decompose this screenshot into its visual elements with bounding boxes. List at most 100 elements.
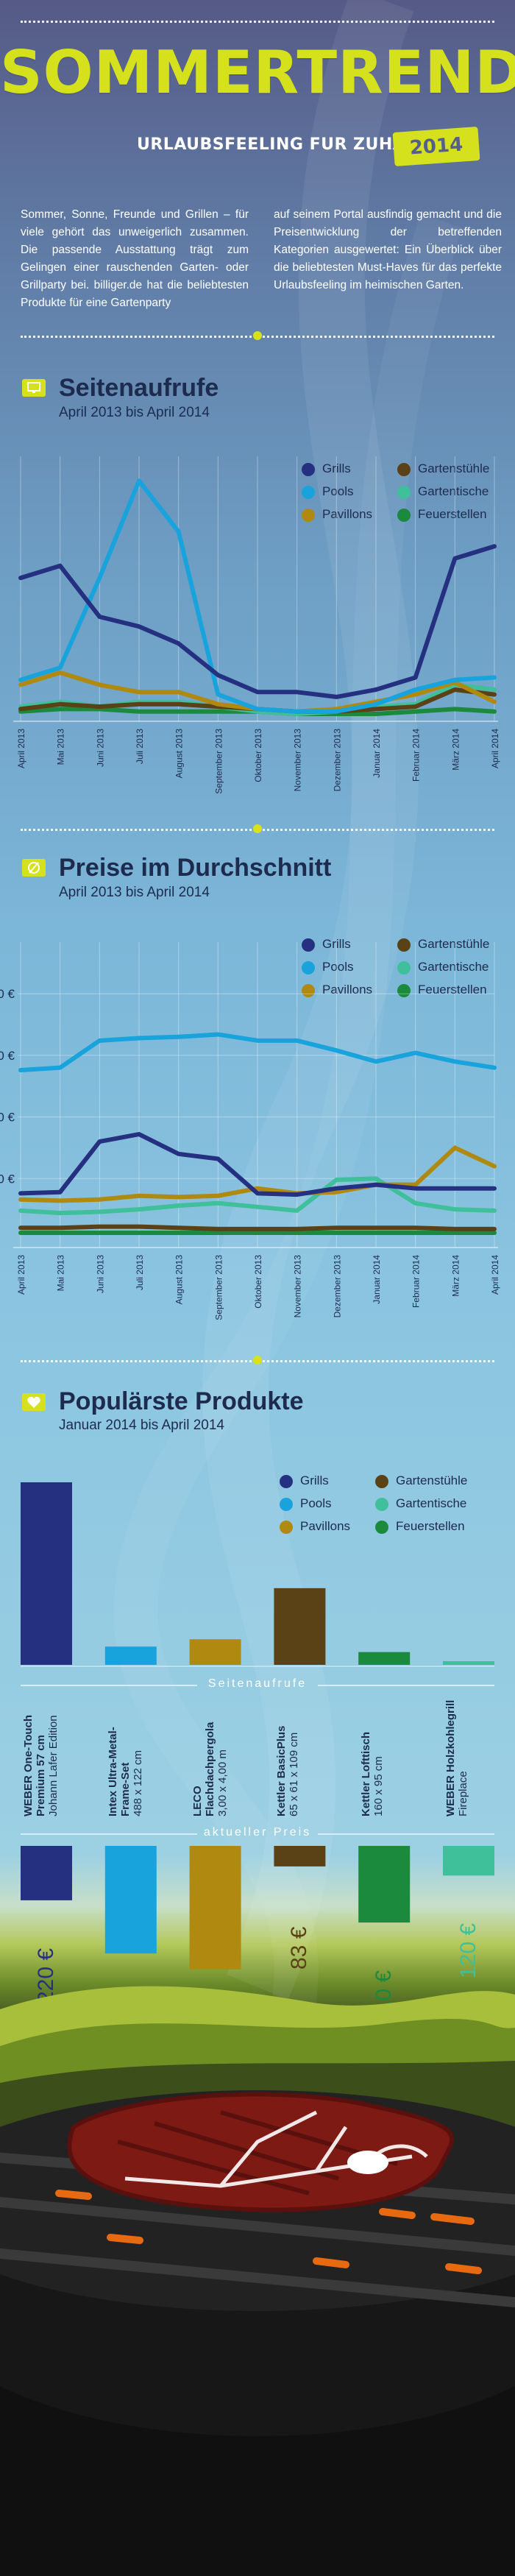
legend-label: Feuerstellen — [418, 983, 487, 997]
x-tick-label: Januar 2014 — [372, 729, 382, 778]
price-label: 83 € — [287, 1874, 316, 1970]
x-tick-label: März 2014 — [450, 729, 461, 771]
legend-item-pavillons: Pavillons — [302, 507, 397, 525]
legend-swatch — [302, 486, 315, 499]
products-bar-chart — [21, 1482, 494, 1970]
legend-label: Grills — [322, 937, 351, 951]
views-bar — [443, 1661, 494, 1665]
top-dotted-divider — [21, 21, 494, 23]
legend-label: Pools — [322, 484, 354, 498]
x-tick-label: Oktober 2013 — [253, 729, 263, 782]
product-label: Kettler Lofttisch 160 x 95 cm — [360, 1691, 385, 1816]
product-detail: 488 x 122 cm — [131, 1749, 144, 1816]
price-value: 83 € — [287, 1926, 312, 1970]
series-line-grills — [18, 1132, 497, 1197]
legend-label: Grills — [300, 1473, 329, 1487]
product-name: LECO Flachdachpergola — [191, 1722, 216, 1816]
product-detail: Fireplace — [457, 1771, 469, 1816]
legend-swatch — [375, 1475, 388, 1488]
price-bar — [21, 1846, 72, 1900]
legend-label: Gartentische — [396, 1496, 467, 1510]
legend-swatch — [397, 509, 411, 522]
price-bar — [274, 1846, 326, 1866]
views-bar — [104, 1646, 157, 1665]
product-name: Kettler Lofttisch — [360, 1731, 373, 1816]
legend-label: Pavillons — [300, 1519, 351, 1533]
legend-item-feuerstellen: Feuerstellen — [397, 983, 493, 1000]
legend-label: Pavillons — [322, 507, 373, 521]
y-tick-label: 500 € — [0, 1172, 15, 1186]
legend-swatch — [302, 938, 315, 952]
y-tick-label: 1500 € — [0, 1049, 15, 1063]
divider-dot-3 — [253, 1356, 262, 1365]
monitor-icon — [22, 379, 46, 397]
legend-swatch — [397, 984, 411, 997]
product-label: LECO Flachdachpergola 3,00 x 4,00 m — [191, 1691, 229, 1816]
legend-swatch — [302, 509, 315, 522]
product-detail: 65 x 61 x 109 cm — [288, 1732, 301, 1816]
views-divider-line-left — [21, 1685, 197, 1686]
legend-swatch — [397, 486, 411, 499]
x-tick-label: November 2013 — [293, 729, 303, 792]
legend-label: Feuerstellen — [418, 507, 487, 521]
views-bar — [189, 1639, 241, 1665]
legend-swatch — [302, 463, 315, 476]
product-name: Intex Ultra-Metal-Frame-Set — [106, 1727, 132, 1816]
views-bar — [358, 1652, 411, 1665]
legend-label: Gartenstühle — [418, 461, 490, 475]
series-line-pavillons — [18, 1145, 497, 1203]
x-tick-label: Februar 2014 — [411, 729, 422, 782]
legend-swatch — [375, 1521, 388, 1534]
x-tick-label: März 2014 — [450, 1255, 461, 1297]
views-section-title: Seitenaufrufe — [59, 374, 219, 402]
price-divider-line-left — [21, 1833, 197, 1835]
product-name: WEBER One-Touch Premium 57 cm — [22, 1714, 47, 1816]
views-bar — [274, 1588, 326, 1665]
legend-item-grills: Grills — [280, 1473, 375, 1491]
legend-swatch — [280, 1498, 293, 1511]
product-label: WEBER One-Touch Premium 57 cm Johann Lafe… — [22, 1691, 60, 1816]
prices-line-chart: 500 € 1000 € 1500 € 2000 € April 2013 Mai 201… — [0, 942, 500, 1320]
x-tick-label: April 2014 — [490, 729, 500, 768]
legend-swatch — [397, 938, 411, 952]
heart-icon — [22, 1393, 46, 1411]
product-label-text: WEBER One-Touch Premium 57 cm Johann Lafe… — [22, 1691, 60, 1816]
grill-scene-illustration — [0, 1986, 515, 2576]
legend-swatch — [397, 961, 411, 974]
x-tick-label: September 2013 — [213, 1255, 224, 1320]
page-title: SOMMERTRENDS — [0, 38, 515, 107]
legend-swatch — [280, 1521, 293, 1534]
legend-label: Gartentische — [418, 484, 489, 498]
series-line-grills — [18, 544, 497, 699]
year-badge: 2014 — [392, 127, 480, 166]
price-bar — [358, 1846, 411, 1923]
legend-swatch — [302, 984, 315, 997]
product-label: Intex Ultra-Metal-Frame-Set 488 x 122 cm — [107, 1691, 144, 1816]
x-tick-label: Juni 2013 — [95, 729, 105, 767]
product-label: WEBER Holzkohlegrill Fireplace — [444, 1691, 469, 1816]
x-tick-label: Januar 2014 — [372, 1255, 382, 1304]
x-tick-label: April 2014 — [490, 1255, 500, 1295]
views-section-subtitle: April 2013 bis April 2014 — [59, 405, 210, 420]
x-tick-label: August 2013 — [174, 729, 185, 779]
legend-swatch — [375, 1498, 388, 1511]
series-line-gartenstuehle — [18, 1224, 497, 1231]
page-subtitle: URLAUBSFEELING FUR ZUHAUSE — [137, 135, 442, 154]
legend-item-pavillons: Pavillons — [302, 983, 397, 1000]
legend-item-pavillons: Pavillons — [280, 1519, 375, 1537]
intro-text-right: auf seinem Portal ausfindig gemacht und … — [274, 208, 502, 291]
product-label-text: Intex Ultra-Metal-Frame-Set 488 x 122 cm — [107, 1691, 144, 1816]
products-section-title: Populärste Produkte — [59, 1387, 304, 1415]
product-detail: 160 x 95 cm — [372, 1756, 386, 1816]
legend-item-gartenstuehle: Gartenstühle — [397, 937, 493, 955]
price-bar — [443, 1846, 494, 1876]
legend-label: Pools — [322, 960, 354, 974]
x-tick-label: April 2013 — [16, 729, 26, 768]
price-divider-line-right — [318, 1833, 494, 1835]
legend-label: Gartenstühle — [396, 1473, 468, 1487]
legend-label: Feuerstellen — [396, 1519, 465, 1533]
series-line-pools — [18, 1032, 497, 1072]
product-detail: 3,00 x 4,00 m — [216, 1749, 229, 1816]
intro-text-left: Sommer, Sonne, Freunde und Grillen – für… — [21, 208, 249, 309]
